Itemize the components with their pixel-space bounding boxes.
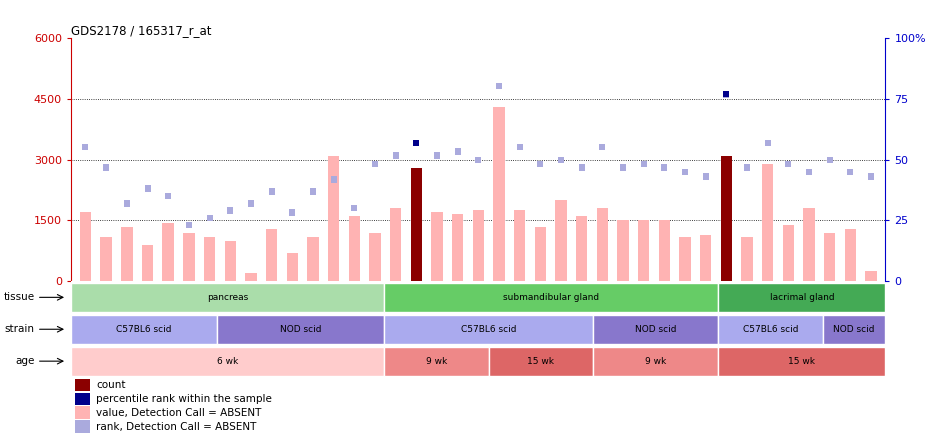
Bar xyxy=(721,155,732,281)
Bar xyxy=(782,225,794,281)
Bar xyxy=(348,216,360,281)
Bar xyxy=(679,237,690,281)
Text: age: age xyxy=(15,356,34,366)
Text: pancreas: pancreas xyxy=(207,293,248,302)
Text: rank, Detection Call = ABSENT: rank, Detection Call = ABSENT xyxy=(97,422,257,432)
Text: NOD scid: NOD scid xyxy=(833,325,875,334)
Bar xyxy=(224,241,236,281)
Bar xyxy=(204,237,215,281)
Bar xyxy=(534,226,545,281)
Bar xyxy=(866,271,877,281)
Bar xyxy=(75,379,90,391)
Bar xyxy=(183,233,194,281)
Bar xyxy=(71,315,217,344)
Bar xyxy=(617,221,629,281)
Bar xyxy=(384,283,719,312)
Bar xyxy=(80,212,91,281)
Bar xyxy=(719,347,885,376)
Bar xyxy=(411,168,422,281)
Bar xyxy=(390,208,402,281)
Text: NOD scid: NOD scid xyxy=(280,325,321,334)
Text: C57BL6 scid: C57BL6 scid xyxy=(461,325,516,334)
Bar xyxy=(163,222,174,281)
Bar xyxy=(142,245,153,281)
Text: 6 wk: 6 wk xyxy=(217,357,239,366)
Bar xyxy=(245,273,257,281)
Text: value, Detection Call = ABSENT: value, Detection Call = ABSENT xyxy=(97,408,261,418)
Bar xyxy=(328,155,339,281)
Bar xyxy=(384,347,489,376)
Text: 9 wk: 9 wk xyxy=(426,357,447,366)
Text: percentile rank within the sample: percentile rank within the sample xyxy=(97,394,272,404)
Text: lacrimal gland: lacrimal gland xyxy=(770,293,834,302)
Bar xyxy=(71,347,384,376)
Bar xyxy=(369,233,381,281)
Bar xyxy=(762,164,774,281)
Bar xyxy=(593,315,719,344)
Text: count: count xyxy=(97,380,126,390)
Bar xyxy=(75,420,90,433)
Bar xyxy=(287,253,298,281)
Text: 9 wk: 9 wk xyxy=(645,357,667,366)
Text: strain: strain xyxy=(5,324,34,334)
Bar xyxy=(493,107,505,281)
Bar xyxy=(489,347,593,376)
Bar xyxy=(823,315,885,344)
Bar xyxy=(384,315,593,344)
Bar xyxy=(700,235,711,281)
Text: tissue: tissue xyxy=(3,292,34,302)
Text: C57BL6 scid: C57BL6 scid xyxy=(116,325,171,334)
Bar xyxy=(121,226,133,281)
Bar xyxy=(719,315,823,344)
Bar xyxy=(576,216,587,281)
Bar xyxy=(555,200,566,281)
Bar xyxy=(514,210,526,281)
Bar xyxy=(473,210,484,281)
Bar xyxy=(307,237,318,281)
Text: GDS2178 / 165317_r_at: GDS2178 / 165317_r_at xyxy=(71,24,211,36)
Bar xyxy=(217,315,384,344)
Bar xyxy=(803,208,814,281)
Bar xyxy=(71,283,384,312)
Text: C57BL6 scid: C57BL6 scid xyxy=(742,325,798,334)
Bar xyxy=(100,237,112,281)
Bar xyxy=(638,221,650,281)
Bar xyxy=(845,229,856,281)
Bar xyxy=(597,208,608,281)
Text: submandibular gland: submandibular gland xyxy=(503,293,599,302)
Bar xyxy=(593,347,719,376)
Bar xyxy=(824,233,835,281)
Bar xyxy=(742,237,753,281)
Bar xyxy=(719,283,885,312)
Bar xyxy=(452,214,463,281)
Text: 15 wk: 15 wk xyxy=(527,357,554,366)
Bar xyxy=(266,229,277,281)
Bar xyxy=(658,221,670,281)
Bar xyxy=(431,212,442,281)
Bar xyxy=(75,392,90,405)
Text: NOD scid: NOD scid xyxy=(635,325,676,334)
Bar xyxy=(75,406,90,419)
Text: 15 wk: 15 wk xyxy=(789,357,815,366)
